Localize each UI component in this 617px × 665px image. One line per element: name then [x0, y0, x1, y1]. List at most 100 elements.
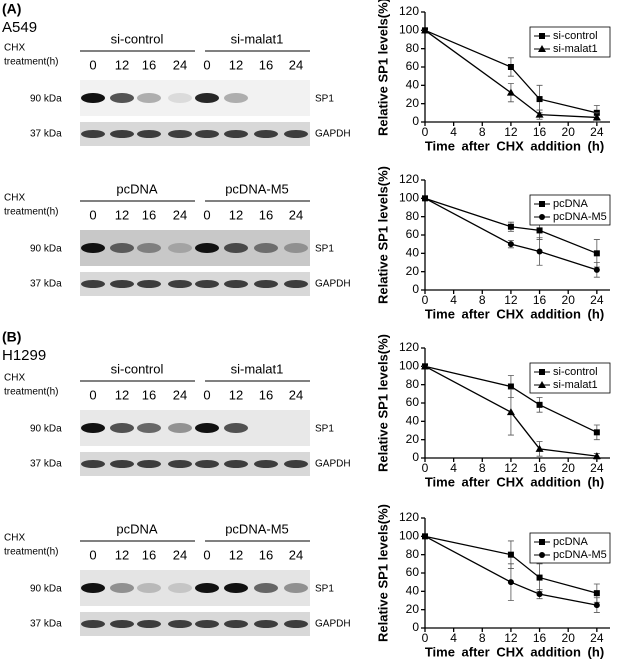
marker	[507, 64, 514, 70]
group-label: si-control	[111, 31, 164, 46]
treatment-label: treatment(h)	[4, 207, 58, 218]
y-tick-label: 120	[399, 340, 419, 354]
band	[168, 243, 192, 253]
legend-label: pcDNA-M5	[553, 549, 607, 561]
lane-label: 12	[229, 207, 243, 222]
marker	[539, 201, 545, 207]
x-tick-label: 12	[504, 293, 518, 307]
protein-label: SP1	[315, 94, 334, 105]
band	[284, 583, 308, 593]
group-label: si-malat1	[231, 361, 284, 376]
band	[195, 280, 219, 288]
lane-label: 24	[173, 57, 187, 72]
group-label: si-malat1	[231, 31, 284, 46]
y-tick-label: 100	[399, 529, 419, 543]
legend-label: si-malat1	[553, 379, 598, 391]
band	[81, 130, 105, 138]
cell-line: A549	[2, 19, 37, 36]
y-tick-label: 40	[406, 246, 420, 260]
band	[137, 620, 161, 628]
group-label: pcDNA	[116, 181, 158, 196]
marker	[422, 533, 428, 540]
y-tick-label: 80	[406, 209, 420, 223]
marker	[506, 408, 515, 416]
x-tick-label: 8	[479, 293, 486, 307]
marker	[593, 590, 600, 597]
marker	[536, 96, 543, 103]
x-axis-label: Time after CHX addition (h)	[425, 474, 604, 489]
marker	[593, 602, 600, 609]
band	[168, 280, 192, 288]
marker	[507, 241, 514, 248]
y-tick-label: 40	[406, 78, 420, 92]
lane-label: 16	[142, 547, 156, 562]
lane-label: 0	[89, 387, 96, 402]
marker-label: 37 kDa	[30, 129, 62, 140]
band	[195, 130, 219, 138]
band	[110, 93, 134, 103]
legend-label: pcDNA	[553, 198, 589, 210]
marker	[592, 113, 601, 121]
band	[254, 130, 278, 138]
x-tick-label: 8	[479, 125, 486, 139]
treatment-label: treatment(h)	[4, 387, 58, 398]
x-tick-label: 4	[450, 125, 457, 139]
group-label: si-control	[111, 361, 164, 376]
band	[168, 423, 192, 433]
band	[254, 460, 278, 468]
y-axis-label: Relative SP1 levels(%)	[375, 334, 390, 472]
y-tick-label: 120	[399, 172, 419, 186]
band	[81, 460, 105, 468]
y-tick-label: 20	[406, 432, 420, 446]
legend-label: pcDNA	[553, 536, 589, 548]
marker	[422, 195, 428, 202]
x-tick-label: 12	[504, 631, 518, 645]
lane-label: 0	[203, 387, 210, 402]
band	[224, 243, 248, 253]
marker	[507, 551, 514, 558]
band	[195, 583, 219, 593]
lane-label: 24	[173, 547, 187, 562]
x-tick-label: 0	[422, 461, 429, 475]
marker-label: 90 kDa	[30, 94, 62, 105]
marker	[507, 223, 514, 230]
band	[224, 423, 248, 433]
marker	[539, 552, 545, 558]
x-tick-label: 0	[422, 631, 429, 645]
lane-label: 0	[203, 547, 210, 562]
band	[224, 460, 248, 468]
lane-label: 24	[289, 207, 303, 222]
marker	[535, 444, 544, 452]
lane-label: 12	[229, 387, 243, 402]
x-tick-label: 20	[562, 461, 576, 475]
marker	[421, 26, 429, 34]
marker	[536, 227, 543, 234]
marker	[539, 539, 545, 545]
x-tick-label: 8	[479, 461, 486, 475]
protein-label: SP1	[315, 584, 334, 595]
y-tick-label: 120	[399, 4, 419, 18]
marker	[539, 33, 545, 39]
band	[254, 583, 278, 593]
lane-label: 0	[89, 207, 96, 222]
lane-label: 16	[259, 547, 273, 562]
band	[137, 423, 161, 433]
x-tick-label: 24	[590, 631, 604, 645]
y-tick-label: 40	[406, 414, 420, 428]
band	[168, 583, 192, 593]
band	[81, 243, 105, 253]
lane-label: 12	[115, 387, 129, 402]
lane-label: 24	[289, 387, 303, 402]
band	[168, 460, 192, 468]
protein-label: SP1	[315, 244, 334, 255]
treatment-label: CHX	[4, 193, 25, 204]
band	[224, 130, 248, 138]
marker	[506, 88, 515, 96]
y-tick-label: 60	[406, 59, 420, 73]
band	[224, 583, 248, 593]
band	[110, 583, 134, 593]
y-tick-label: 80	[406, 377, 420, 391]
series-line	[424, 365, 597, 457]
protein-label: GAPDH	[315, 279, 351, 290]
